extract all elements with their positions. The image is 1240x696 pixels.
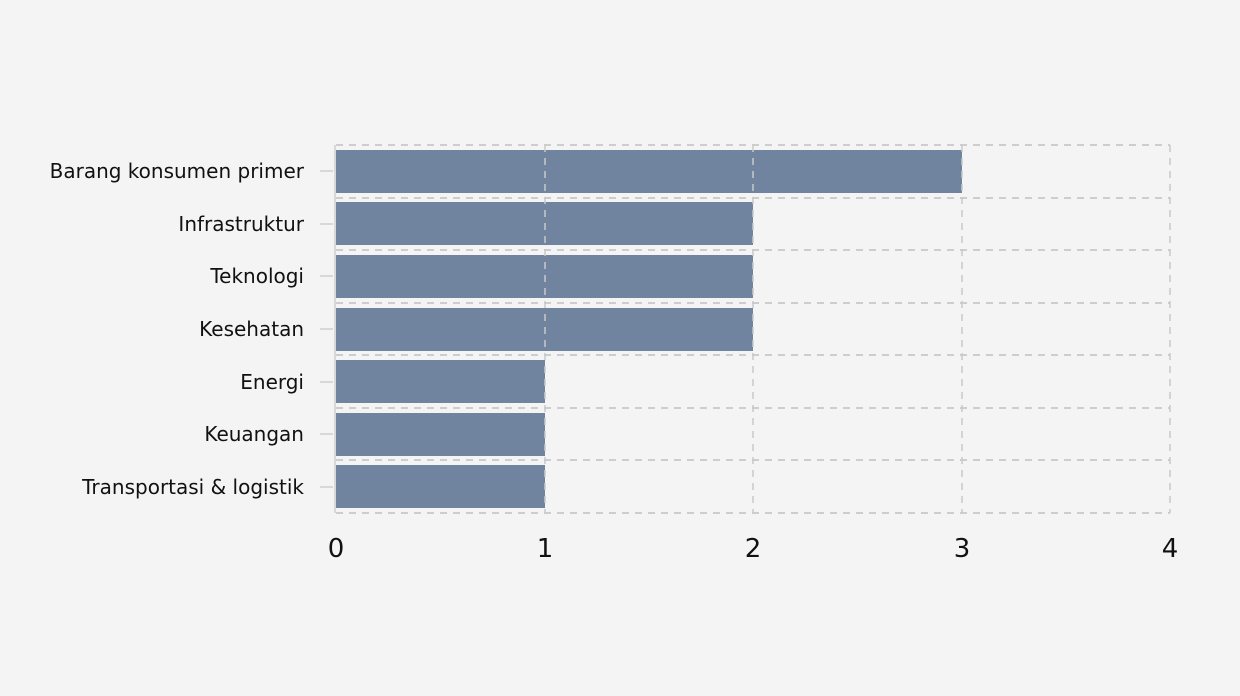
bar xyxy=(336,150,962,193)
x-tick-label: 3 xyxy=(953,534,971,564)
y-tick-mark xyxy=(320,328,333,330)
bar xyxy=(336,465,545,508)
x-tick-label: 1 xyxy=(536,534,554,564)
bar xyxy=(336,413,545,456)
gridline-vertical xyxy=(752,145,754,513)
y-tick-mark xyxy=(320,223,333,225)
plot-area xyxy=(320,144,1171,514)
y-tick-mark xyxy=(320,433,333,435)
category-label: Barang konsumen primer xyxy=(49,159,304,183)
y-axis-spine xyxy=(334,145,336,513)
category-label: Energi xyxy=(240,370,304,394)
x-tick-label: 0 xyxy=(327,534,345,564)
category-label: Transportasi & logistik xyxy=(82,475,304,499)
gridline-vertical xyxy=(961,145,963,513)
category-label: Kesehatan xyxy=(199,317,304,341)
gridline-vertical xyxy=(544,145,546,513)
y-tick-mark xyxy=(320,381,333,383)
x-tick-label: 4 xyxy=(1161,534,1179,564)
gridline-vertical xyxy=(1169,145,1171,513)
category-label: Teknologi xyxy=(210,264,304,288)
y-tick-mark xyxy=(320,275,333,277)
category-label: Keuangan xyxy=(204,422,304,446)
y-tick-mark xyxy=(320,486,333,488)
category-label: Infrastruktur xyxy=(178,212,304,236)
y-tick-mark xyxy=(320,170,333,172)
gridline-horizontal xyxy=(336,512,1170,514)
bar xyxy=(336,360,545,403)
x-tick-label: 2 xyxy=(744,534,762,564)
